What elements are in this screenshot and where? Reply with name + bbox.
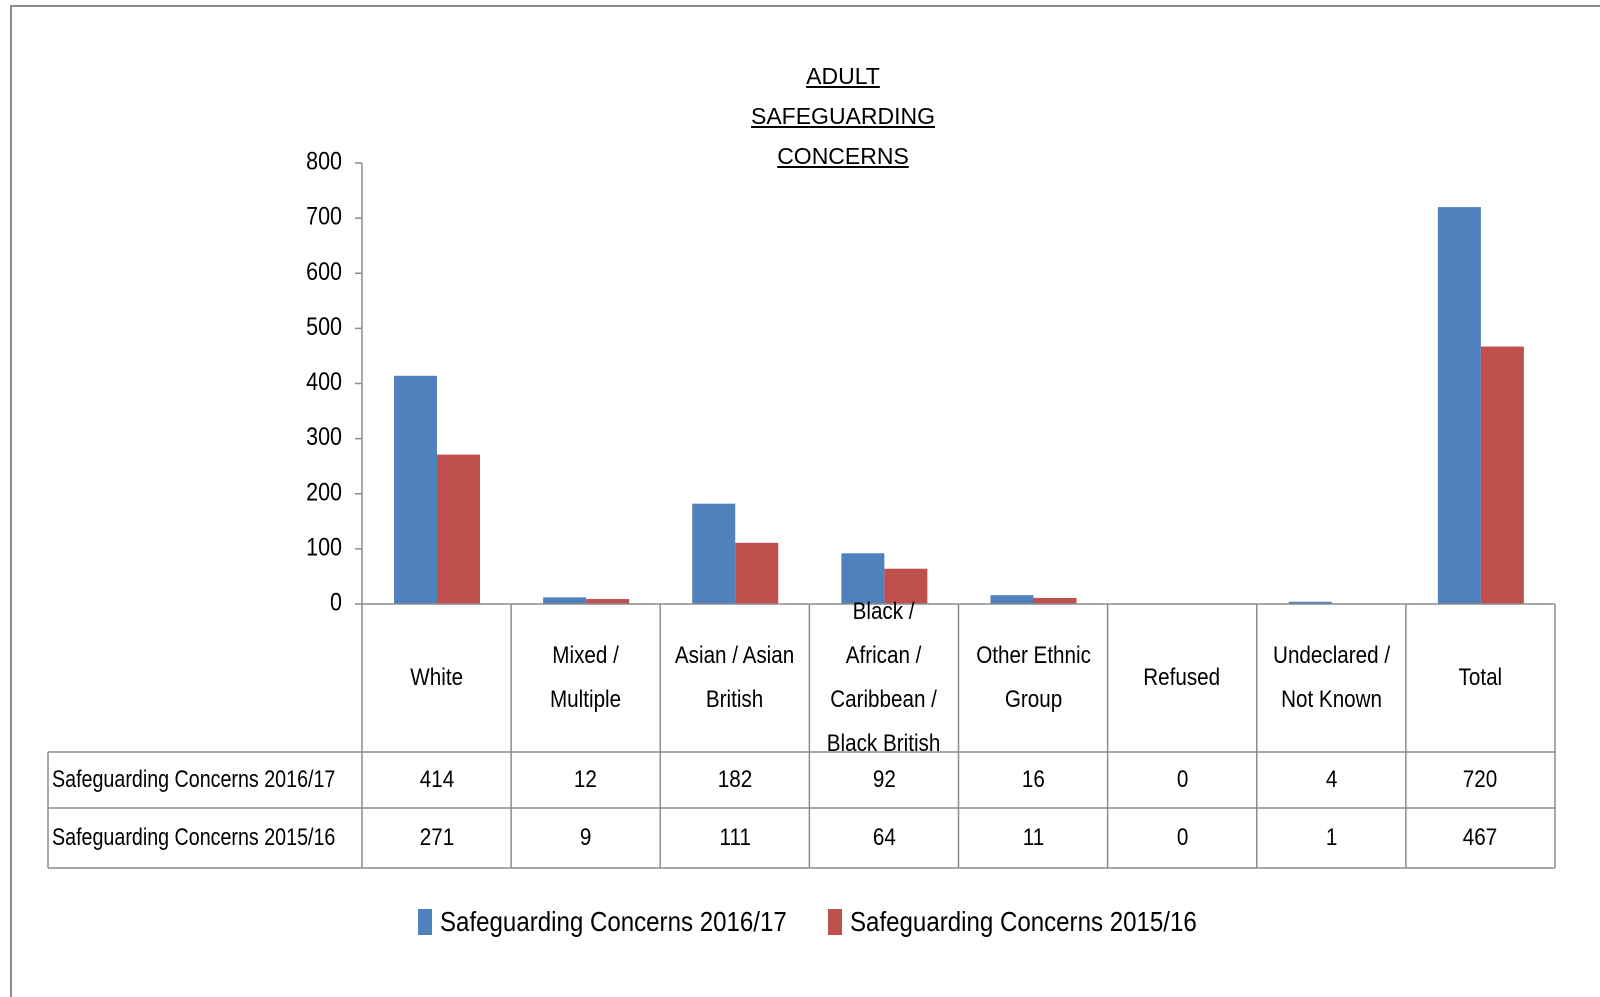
bar (586, 599, 630, 604)
chart-frame (10, 5, 1600, 997)
y-tick-label: 400 (306, 368, 342, 396)
bar (1480, 346, 1524, 604)
category-label-text: Total (1458, 664, 1503, 691)
bar (841, 553, 885, 604)
row-label: Safeguarding Concerns 2015/16 (48, 808, 362, 868)
table-value-text: 16 (1021, 766, 1045, 793)
bar (990, 595, 1034, 604)
bar (437, 454, 480, 604)
y-tick-label: 300 (306, 423, 342, 451)
category-label: Other Ethnic Group (959, 604, 1108, 752)
y-tick-label: 200 (306, 478, 342, 506)
category-label-text: Other Ethnic Group (975, 642, 1091, 713)
table-value-text: 182 (717, 766, 753, 793)
y-tick-label: 800 (306, 147, 342, 175)
y-tick-label: 700 (306, 202, 342, 230)
category-label-text: Black / African / Caribbean / Black Brit… (827, 598, 941, 757)
category-label: Total (1406, 604, 1555, 752)
table-value: 12 (511, 752, 660, 808)
table-value-text: 111 (719, 824, 751, 851)
category-label: White (362, 604, 511, 752)
table-value-text: 414 (419, 766, 454, 793)
category-label: Asian / Asian British (660, 604, 809, 752)
category-label: Mixed / Multiple (511, 604, 660, 752)
bar (884, 568, 928, 604)
category-label: Refused (1108, 604, 1257, 752)
table-value-text: 12 (574, 766, 598, 793)
table-value-text: 0 (1176, 766, 1188, 793)
legend-label: Safeguarding Concerns 2016/17 (440, 906, 787, 937)
row-label-text: Safeguarding Concerns 2015/16 (52, 824, 336, 851)
legend-item: Safeguarding Concerns 2015/16 (828, 902, 1253, 942)
category-label: Black / African / Caribbean / Black Brit… (809, 598, 958, 757)
table-value: 4 (1257, 752, 1406, 808)
table-value: 182 (660, 752, 809, 808)
table-value-text: 0 (1176, 824, 1188, 851)
category-label-text: White (410, 664, 463, 691)
table-value-text: 11 (1022, 824, 1044, 851)
category-label-text: Mixed / Multiple (550, 642, 622, 713)
category-label-text: Undeclared / Not Known (1272, 642, 1390, 713)
table-value-text: 1 (1325, 824, 1338, 851)
category-label-text: Refused (1143, 664, 1221, 691)
table-value-text: 271 (419, 824, 454, 851)
row-label: Safeguarding Concerns 2016/17 (48, 752, 362, 808)
table-value: 111 (660, 808, 809, 868)
table-value: 414 (362, 752, 511, 808)
table-value: 467 (1406, 808, 1555, 868)
bar (692, 503, 736, 604)
table-value-text: 467 (1463, 824, 1498, 851)
bar (1288, 601, 1332, 604)
table-value: 0 (1108, 808, 1257, 868)
y-tick-label: 500 (306, 312, 342, 340)
bar (543, 597, 587, 604)
y-tick-label: 600 (306, 257, 342, 285)
legend-swatch (418, 909, 432, 935)
category-label-text: Asian / Asian British (675, 642, 795, 713)
chart-title: ADULT SAFEGUARDING CONCERNS (750, 63, 936, 169)
legend-swatch (828, 909, 842, 935)
table-value: 16 (959, 752, 1108, 808)
table-value: 271 (362, 808, 511, 868)
table-value: 11 (959, 808, 1108, 868)
legend-item: Safeguarding Concerns 2016/17 (418, 902, 843, 942)
row-label-text: Safeguarding Concerns 2016/17 (52, 766, 336, 793)
table-value-text: 64 (872, 824, 896, 851)
legend-label: Safeguarding Concerns 2015/16 (850, 906, 1197, 937)
y-tick-label: 0 (330, 588, 342, 616)
table-value: 1 (1257, 808, 1406, 868)
table-value: 0 (1108, 752, 1257, 808)
table-value-text: 92 (872, 766, 896, 793)
table-value: 64 (809, 808, 958, 868)
table-value: 92 (809, 752, 958, 808)
bar (1033, 597, 1077, 604)
bar (394, 375, 437, 604)
bar (1437, 207, 1481, 604)
y-tick-label: 100 (306, 533, 342, 561)
table-value-text: 4 (1325, 766, 1338, 793)
table-value-text: 9 (579, 824, 592, 851)
bar (735, 542, 779, 604)
table-value-text: 720 (1463, 766, 1498, 793)
table-value: 720 (1406, 752, 1555, 808)
table-value: 9 (511, 808, 660, 868)
category-label: Undeclared / Not Known (1257, 604, 1406, 752)
